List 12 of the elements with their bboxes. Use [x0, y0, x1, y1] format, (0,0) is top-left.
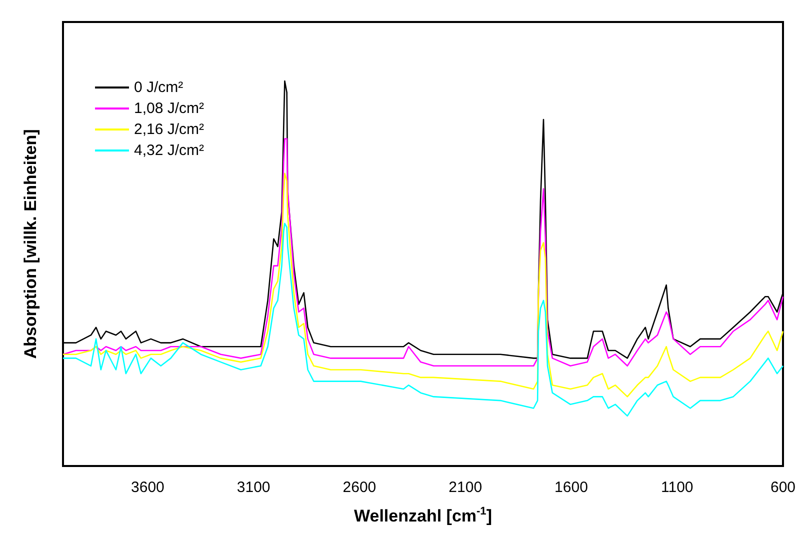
x-tick-label: 600 [770, 479, 796, 496]
x-tick-label: 3600 [131, 479, 164, 496]
legend-label: 0 J/cm² [134, 79, 184, 96]
x-tick-label: 3100 [236, 479, 270, 496]
y-axis-title: Absorption [willk. Einheiten] [21, 129, 40, 359]
legend-label: 2,16 J/cm² [134, 121, 204, 138]
x-tick-label: 1600 [554, 479, 588, 496]
legend-label: 1,08 J/cm² [134, 100, 204, 117]
x-tick-label: 2100 [448, 479, 482, 496]
x-tick-label: 1100 [660, 479, 694, 496]
legend-label: 4,32 J/cm² [134, 142, 204, 159]
x-tick-label: 2600 [342, 479, 376, 496]
